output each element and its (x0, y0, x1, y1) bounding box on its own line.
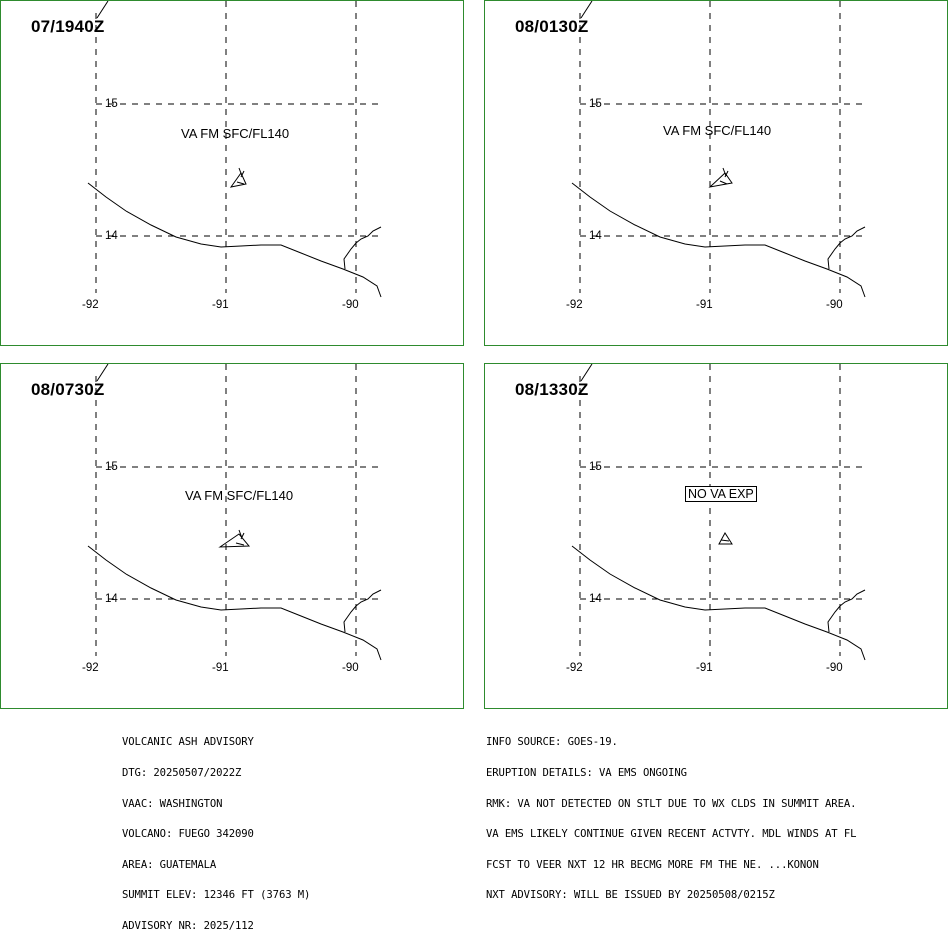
advisory-line: AREA: GUATEMALA (122, 858, 217, 871)
advisory-line: INFO SOURCE: GOES-19. (486, 736, 618, 749)
advisory-line: RMK: VA NOT DETECTED ON STLT DUE TO WX C… (486, 797, 857, 810)
advisory-line: FCST TO VEER NXT 12 HR BECMG MORE FM THE… (486, 858, 819, 871)
map-graphic (571, 364, 866, 661)
forecast-panel-1: 07/1940Z 15 14 -92 -91 -90 VA FM SFC/FL1… (0, 0, 464, 346)
lon-label-neg92: -92 (566, 299, 583, 311)
lat-label-15: 15 (105, 98, 118, 110)
va-label: VA FM SFC/FL140 (663, 123, 772, 138)
lon-label-neg90: -90 (342, 662, 359, 674)
advisory-line: VOLCANO: FUEGO 342090 (122, 828, 254, 841)
lat-label-15: 15 (589, 98, 602, 110)
map-graphic (571, 1, 866, 298)
va-label: VA FM SFC/FL140 (181, 126, 290, 141)
lon-label-neg92: -92 (566, 662, 583, 674)
lon-label-neg92: -92 (82, 299, 99, 311)
advisory-line: VAAC: WASHINGTON (122, 797, 223, 810)
map-graphic (87, 1, 382, 298)
advisory-text-left: VOLCANIC ASH ADVISORY DTG: 20250507/2022… (122, 717, 310, 941)
lat-label-15: 15 (589, 461, 602, 473)
lat-label-14: 14 (105, 593, 118, 605)
lon-label-neg91: -91 (212, 299, 229, 311)
lat-label-15: 15 (105, 461, 118, 473)
lon-label-neg92: -92 (82, 662, 99, 674)
va-label: VA FM SFC/FL140 (185, 488, 294, 503)
panel-time-label: 08/1330Z (515, 380, 589, 399)
panel-time-label: 08/0130Z (515, 17, 589, 36)
lat-label-14: 14 (589, 593, 602, 605)
panel-time-label: 07/1940Z (31, 17, 105, 36)
lon-label-neg90: -90 (342, 299, 359, 311)
panel-time-label: 08/0730Z (31, 380, 105, 399)
forecast-panel-4: 08/1330Z 15 14 -92 -91 -90 NO VA EXP (484, 363, 948, 709)
lon-label-neg91: -91 (696, 299, 713, 311)
advisory-line: NXT ADVISORY: WILL BE ISSUED BY 20250508… (486, 889, 775, 902)
advisory-line: ADVISORY NR: 2025/112 (122, 919, 254, 932)
lat-label-14: 14 (589, 230, 602, 242)
advisory-line: SUMMIT ELEV: 12346 FT (3763 M) (122, 889, 311, 902)
map-graphic (87, 364, 382, 661)
advisory-line: VOLCANIC ASH ADVISORY (122, 736, 254, 749)
lon-label-neg91: -91 (212, 662, 229, 674)
advisory-line: DTG: 20250507/2022Z (122, 767, 242, 779)
advisory-line: VA EMS LIKELY CONTINUE GIVEN RECENT ACTV… (486, 828, 857, 841)
lon-label-neg90: -90 (826, 662, 843, 674)
advisory-text-right: INFO SOURCE: GOES-19. ERUPTION DETAILS: … (486, 717, 857, 911)
va-label-boxed: NO VA EXP (685, 486, 757, 502)
lat-label-14: 14 (105, 230, 118, 242)
advisory-line: ERUPTION DETAILS: VA EMS ONGOING (486, 767, 687, 779)
forecast-panel-2: 08/0130Z 15 14 -92 -91 -90 VA FM SFC/FL1… (484, 0, 948, 346)
lon-label-neg91: -91 (696, 662, 713, 674)
forecast-panel-3: 08/0730Z 15 14 -92 -91 -90 VA FM SFC/FL1… (0, 363, 464, 709)
lon-label-neg90: -90 (826, 299, 843, 311)
